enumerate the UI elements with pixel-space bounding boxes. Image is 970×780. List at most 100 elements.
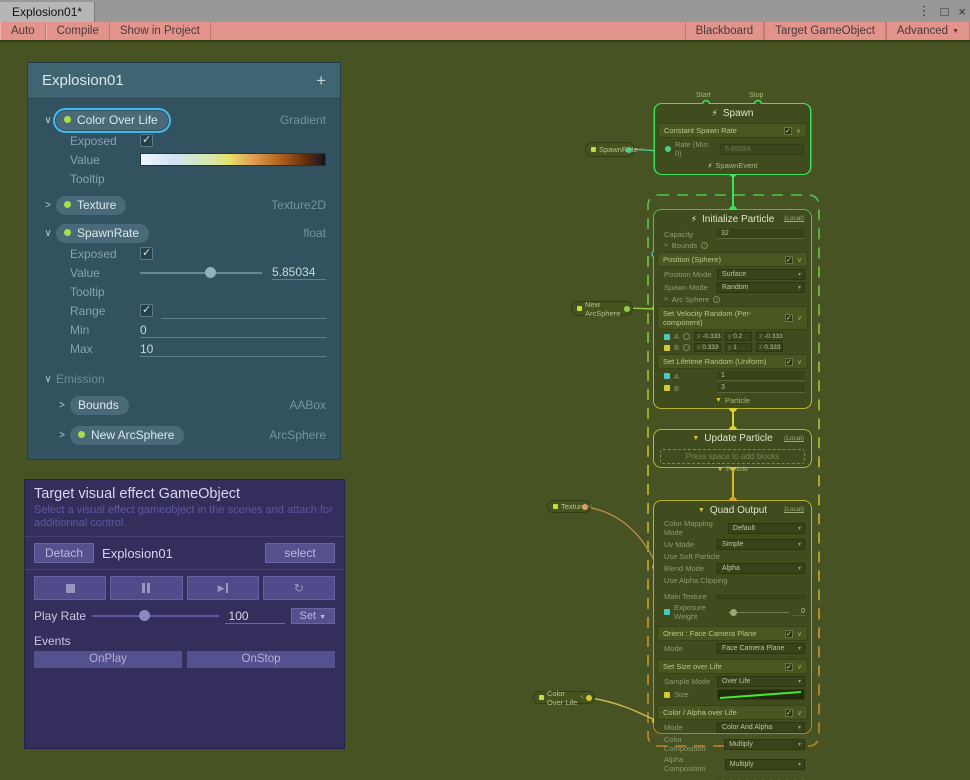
space-selector[interactable]: (Local) (784, 215, 804, 222)
close-icon[interactable]: × (958, 3, 966, 19)
capacity-field[interactable]: 32 (717, 229, 805, 239)
output-port[interactable] (626, 147, 632, 153)
space-selector[interactable]: (Local) (784, 435, 804, 442)
new-arcsphere-parameter-node[interactable]: New ArcSphere < (571, 300, 633, 318)
rate-value-field[interactable]: 5.85034 (720, 143, 804, 155)
min-field[interactable]: 0 (140, 322, 326, 338)
pill-expand-icon[interactable]: < (640, 146, 645, 153)
uv-mode-dropdown[interactable]: Simple (717, 539, 805, 550)
exposed-checkbox[interactable] (140, 246, 153, 260)
block-enabled-checkbox[interactable]: ✓ (785, 314, 793, 322)
particle-output-port[interactable]: ▼ Particle (717, 466, 748, 473)
slider-thumb[interactable] (729, 608, 737, 616)
play-rate-field[interactable]: 100 (224, 609, 285, 624)
x-field[interactable]: x 0.333 (694, 343, 722, 352)
range-checkbox[interactable] (140, 303, 153, 317)
chevron-down-icon[interactable]: ∨ (44, 114, 52, 126)
color-mode-dropdown[interactable]: Color And Alpha (717, 722, 805, 733)
pill-expand-icon[interactable]: < (580, 694, 584, 701)
sample-mode-dropdown[interactable]: Over Life (717, 676, 805, 687)
detach-button[interactable]: Detach (34, 543, 95, 563)
block-collapse-icon[interactable]: ∨ (796, 630, 802, 638)
x-field[interactable]: x -0.333 (694, 332, 722, 341)
space-selector[interactable]: (Local) (784, 506, 804, 513)
spawnevent-output-port[interactable]: ⚡ SpawnEvent (707, 161, 758, 170)
step-button[interactable]: ▶ (186, 576, 259, 600)
blend-mode-dropdown[interactable]: Alpha (717, 563, 805, 574)
chevron-down-icon[interactable]: ∨ (44, 373, 52, 385)
play-rate-slider[interactable] (92, 610, 219, 621)
lifetime-a-field[interactable]: 1 (717, 371, 805, 381)
value-number-field[interactable]: 5.85034 (272, 265, 326, 280)
color-over-life-parameter-node[interactable]: Color Over Life < (533, 689, 595, 707)
float-port-icon[interactable] (664, 385, 670, 391)
chevron-right-icon[interactable]: > (664, 296, 668, 303)
set-velocity-random-block[interactable]: Set Velocity Random (Per-component) ✓ ∨ (657, 306, 808, 330)
particle-output-port[interactable]: ▼ Particle (715, 396, 750, 405)
target-gameobject-toggle-button[interactable]: Target GameObject (764, 22, 886, 40)
vector-port-icon[interactable] (664, 333, 670, 340)
random-seed-icon[interactable] (683, 344, 691, 351)
exposure-value-field[interactable]: 0 (792, 608, 806, 616)
category-row-emission[interactable]: ∨ Emission (40, 368, 326, 390)
pause-button[interactable] (110, 576, 183, 600)
float-port-icon[interactable] (664, 373, 670, 379)
block-collapse-icon[interactable]: ∨ (796, 663, 802, 671)
spawn-mode-dropdown[interactable]: Random (717, 282, 805, 293)
chevron-right-icon[interactable]: > (59, 429, 65, 441)
param-pill-spawnrate[interactable]: SpawnRate (56, 223, 150, 243)
main-texture-field[interactable] (717, 594, 805, 599)
stop-button[interactable] (34, 576, 107, 600)
compile-button[interactable]: Compile (45, 22, 110, 40)
param-pill-new-arcsphere[interactable]: New ArcSphere (70, 425, 185, 445)
select-button[interactable]: select (265, 543, 335, 563)
blackboard-toggle-button[interactable]: Blackboard (684, 22, 765, 40)
tab-explosion01[interactable]: Explosion01* (0, 2, 96, 22)
texture-parameter-node[interactable]: Texture < (547, 500, 592, 513)
vector-port-icon[interactable] (664, 344, 670, 351)
param-pill-texture[interactable]: Texture (56, 195, 127, 215)
y-field[interactable]: y 0.2 (725, 332, 753, 341)
update-particle-context-node[interactable]: ▼ Update Particle (Local) Press space to… (654, 430, 811, 473)
z-field[interactable]: z -0.333 (756, 332, 784, 341)
param-pill-bounds[interactable]: Bounds (70, 395, 129, 415)
orient-block[interactable]: Orient : Face Camera Plane ✓ ∨ (657, 626, 808, 641)
block-collapse-icon[interactable]: ∨ (795, 127, 801, 135)
size-curve-field[interactable] (717, 689, 805, 700)
block-enabled-checkbox[interactable]: ✓ (784, 357, 793, 366)
output-port[interactable] (624, 306, 630, 312)
block-enabled-checkbox[interactable]: ✓ (784, 662, 793, 671)
orient-mode-dropdown[interactable]: Face Camera Plane (717, 643, 805, 654)
spawnrate-parameter-node[interactable]: SpawnRate < (585, 142, 644, 157)
block-collapse-icon[interactable]: ∨ (796, 256, 802, 264)
quad-output-context-node[interactable]: ▼ Quad Output (Local) Color Mapping Mode… (654, 501, 811, 780)
alpha-composition-dropdown[interactable]: Multiply (724, 758, 805, 770)
random-seed-icon[interactable] (683, 333, 691, 340)
slider-thumb[interactable] (138, 610, 150, 621)
chevron-right-icon[interactable]: > (59, 399, 65, 411)
onplay-button[interactable]: OnPlay (34, 651, 182, 668)
param-pill-color-over-life[interactable]: Color Over Life (53, 107, 171, 133)
maximize-icon[interactable]: □ (940, 3, 949, 19)
add-parameter-button[interactable]: + (316, 70, 326, 90)
add-blocks-placeholder[interactable]: Press space to add blocks (660, 449, 805, 464)
set-rate-dropdown[interactable]: Set ▼ (290, 608, 335, 624)
menu-icon[interactable]: ⋮ (917, 3, 931, 18)
lifetime-b-field[interactable]: 3 (717, 383, 805, 393)
spawn-context-node[interactable]: ⚡ Spawn Constant Spawn Rate ✓ ∨ Rate (Mi… (655, 104, 810, 174)
slider-thumb[interactable] (204, 266, 216, 278)
curve-port-icon[interactable] (664, 691, 670, 698)
z-field[interactable]: z 0.333 (756, 343, 784, 352)
output-port[interactable] (582, 504, 588, 510)
max-field[interactable]: 10 (140, 341, 326, 357)
block-enabled-checkbox[interactable]: ✓ (784, 708, 793, 717)
chevron-right-icon[interactable]: > (664, 242, 668, 249)
block-collapse-icon[interactable]: ∨ (796, 315, 802, 322)
position-sphere-block[interactable]: Position (Sphere) ✓ ∨ (657, 252, 808, 267)
block-enabled-checkbox[interactable]: ✓ (783, 126, 792, 135)
set-lifetime-random-block[interactable]: Set Lifetime Random (Uniform) ✓ ∨ (657, 354, 808, 369)
block-collapse-icon[interactable]: ∨ (796, 709, 802, 717)
chevron-right-icon[interactable]: > (45, 199, 51, 211)
value-slider[interactable] (140, 266, 262, 278)
